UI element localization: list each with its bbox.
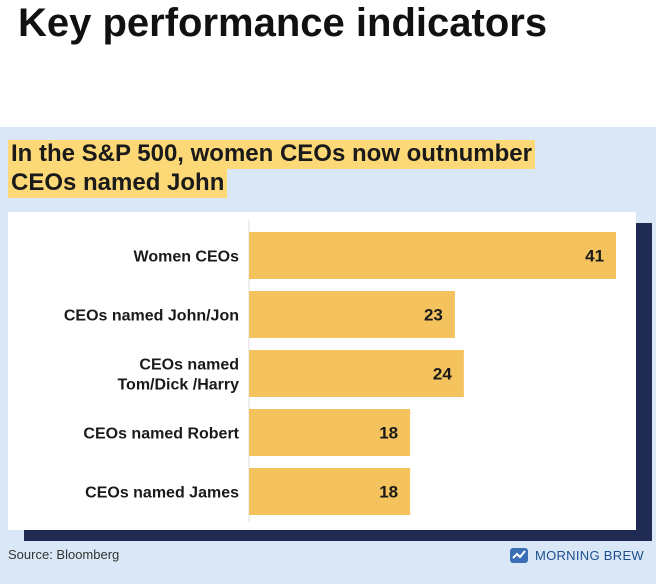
category-label-1: CEOs named John/Jon xyxy=(64,308,239,325)
category-label-2: CEOs named Tom/Dick /Harry xyxy=(117,357,239,394)
bar-2 xyxy=(249,350,464,397)
category-label-3: CEOs named Robert xyxy=(83,426,239,443)
data-label-2: 24 xyxy=(433,365,452,384)
data-label-1: 23 xyxy=(424,306,443,325)
headline-line-1: In the S&P 500, women CEOs now outnumber xyxy=(8,140,535,169)
chart-card: In the S&P 500, women CEOs now outnumber… xyxy=(0,127,656,584)
data-label-3: 18 xyxy=(379,424,398,443)
page-heading: Key performance indicators xyxy=(18,1,548,45)
morning-brew-logo-icon xyxy=(509,548,528,563)
source-note: Source: Bloomberg xyxy=(8,547,120,562)
category-label-0: Women CEOs xyxy=(134,249,240,266)
bar-3 xyxy=(249,409,411,456)
bar-chart: 41 Women CEOs 23 CEOs named John/Jon 24 CEOs … xyxy=(64,220,617,522)
bar-4 xyxy=(249,468,411,515)
category-label-4: CEOs named James xyxy=(85,485,239,502)
bar-1 xyxy=(249,291,455,338)
plot-area: 41 Women CEOs 23 CEOs named John/Jon 24 CEOs … xyxy=(8,212,636,530)
headline-line-2: CEOs named John xyxy=(8,169,228,198)
chart-headline: In the S&P 500, women CEOs now outnumber… xyxy=(8,139,648,198)
brand-logo: MORNING BREW xyxy=(509,545,644,565)
bar-0 xyxy=(249,232,617,279)
data-label-4: 18 xyxy=(379,483,398,502)
data-label-0: 41 xyxy=(585,247,604,266)
brand-name: MORNING BREW xyxy=(534,547,644,563)
